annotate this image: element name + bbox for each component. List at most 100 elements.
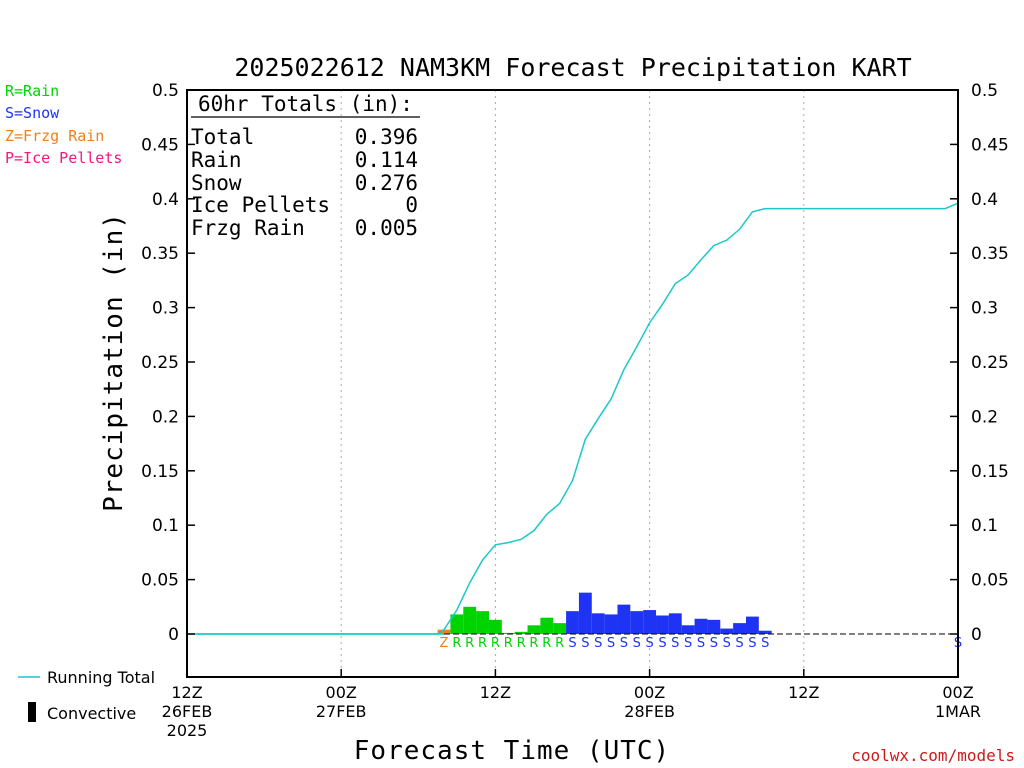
precip-bar	[476, 611, 489, 634]
precip-type-marker: S	[620, 636, 628, 651]
y-tick-label: 0.15	[141, 462, 179, 482]
precip-type-marker: R	[555, 636, 564, 651]
y-tick-label: 0.2	[971, 407, 998, 427]
precip-type-marker: S	[633, 636, 641, 651]
precip-bar	[758, 630, 772, 634]
legend-rain: R=Rain	[5, 82, 59, 100]
precip-bar	[527, 625, 541, 634]
y-tick-label: 0.1	[971, 516, 998, 536]
precip-type-marker: R	[491, 636, 500, 651]
precip-bar	[591, 613, 605, 634]
precip-type-marker: R	[478, 636, 487, 651]
precip-type-marker: S	[735, 636, 743, 651]
precip-type-marker: S	[761, 636, 769, 651]
precip-bar	[578, 592, 592, 634]
y-tick-label: 0.5	[971, 81, 998, 101]
x-tick-label: 1MAR	[935, 702, 981, 721]
x-tick-label: 12Z	[171, 683, 202, 702]
x-tick-label: 27FEB	[316, 702, 367, 721]
y-axis-title: Precipitation (in)	[99, 212, 129, 512]
precip-bar	[437, 629, 451, 634]
y-tick-label: 0.2	[152, 407, 179, 427]
y-tick-label: 0.4	[971, 190, 998, 210]
precip-bar	[643, 610, 657, 634]
y-tick-label: 0.35	[141, 244, 179, 264]
precip-type-marker: R	[542, 636, 551, 651]
precip-bar	[656, 615, 669, 634]
totals-value-ice-pellets: 0	[405, 193, 418, 217]
precip-bar	[733, 623, 746, 634]
legend-snow: S=Snow	[5, 104, 60, 122]
x-tick-label: 12Z	[480, 683, 511, 702]
precip-bar	[514, 631, 528, 634]
y-tick-label: 0.25	[141, 353, 179, 373]
precip-bar	[553, 623, 567, 634]
totals-box: 60hr Totals (in): Total 0.396 Rain 0.114…	[191, 92, 420, 240]
y-tick-label: 0.4	[152, 190, 179, 210]
precip-bar	[501, 632, 515, 634]
precip-bar	[540, 617, 554, 634]
precip-type-marker: S	[581, 636, 589, 651]
precip-bar	[463, 606, 477, 634]
x-tick-label: 2025	[167, 721, 208, 740]
y-tick-label: 0.15	[971, 462, 1009, 482]
chart-title: 2025022612 NAM3KM Forecast Precipitation…	[234, 53, 911, 82]
y-tick-label: 0.05	[971, 571, 1009, 591]
x-axis-title: Forecast Time (UTC)	[354, 736, 670, 766]
y-axis-right-ticks: 0 0.05 0.1 0.15 0.2 0.25 0.3 0.35 0.4 0.45 0.5	[950, 81, 1009, 645]
precip-type-marker: S	[710, 636, 718, 651]
precip-bars	[437, 592, 772, 634]
y-tick-label: 0.45	[141, 135, 179, 155]
precip-type-marker: S	[568, 636, 576, 651]
legend-frzg-rain: Z=Frzg Rain	[5, 127, 104, 145]
precip-bar	[694, 618, 708, 634]
x-tick-label: 26FEB	[162, 702, 213, 721]
precip-type-marker: S	[671, 636, 679, 651]
precip-bar	[720, 628, 734, 634]
y-tick-label: 0.35	[971, 244, 1009, 264]
totals-label-total: Total	[191, 125, 254, 149]
precip-type-legend: R=Rain S=Snow Z=Frzg Rain P=Ice Pellets	[5, 82, 122, 167]
precip-type-marker: S	[594, 636, 602, 651]
precip-type-marker: R	[504, 636, 513, 651]
totals-label-rain: Rain	[191, 148, 242, 172]
legend-ice-pellets: P=Ice Pellets	[5, 149, 122, 167]
precip-bar	[630, 611, 644, 634]
precip-type-marker: S	[658, 636, 666, 651]
y-tick-label: 0.45	[971, 135, 1009, 155]
totals-value-rain: 0.114	[355, 148, 418, 172]
x-tick-label: 28FEB	[624, 702, 675, 721]
precip-type-marker: S	[723, 636, 731, 651]
y-tick-label: 0.05	[141, 571, 179, 591]
totals-label-ice-pellets: Ice Pellets	[191, 193, 330, 217]
bottom-legend: Running Total Convective	[18, 668, 155, 723]
precip-type-marker: S	[697, 636, 705, 651]
totals-value-frzg-rain: 0.005	[355, 216, 418, 240]
x-tick-label: 00Z	[634, 683, 665, 702]
precip-bar	[566, 611, 579, 634]
vertical-gridlines	[197, 90, 805, 677]
y-tick-label: 0	[168, 625, 179, 645]
precip-type-marker: R	[465, 636, 474, 651]
y-tick-label: 0.1	[152, 516, 179, 536]
y-tick-label: 0.5	[152, 81, 179, 101]
precip-bar	[707, 619, 721, 634]
running-total-label: Running Total	[47, 668, 155, 687]
precip-type-marker: S	[748, 636, 756, 651]
precip-bar	[681, 625, 695, 634]
precip-type-marker: S	[645, 636, 653, 651]
x-tick-label: 00Z	[326, 683, 357, 702]
totals-value-total: 0.396	[355, 125, 418, 149]
precip-type-marker: S	[607, 636, 615, 651]
convective-swatch	[28, 702, 36, 722]
totals-header: 60hr Totals (in):	[198, 92, 413, 116]
y-tick-label: 0.25	[971, 353, 1009, 373]
running-total-line	[187, 202, 959, 635]
y-axis-left-ticks: 0 0.05 0.1 0.15 0.2 0.25 0.3 0.35 0.4 0.45 0.5	[141, 81, 195, 645]
precip-type-marker: R	[529, 636, 538, 651]
precip-bar	[617, 604, 631, 634]
precip-type-marker: R	[517, 636, 526, 651]
